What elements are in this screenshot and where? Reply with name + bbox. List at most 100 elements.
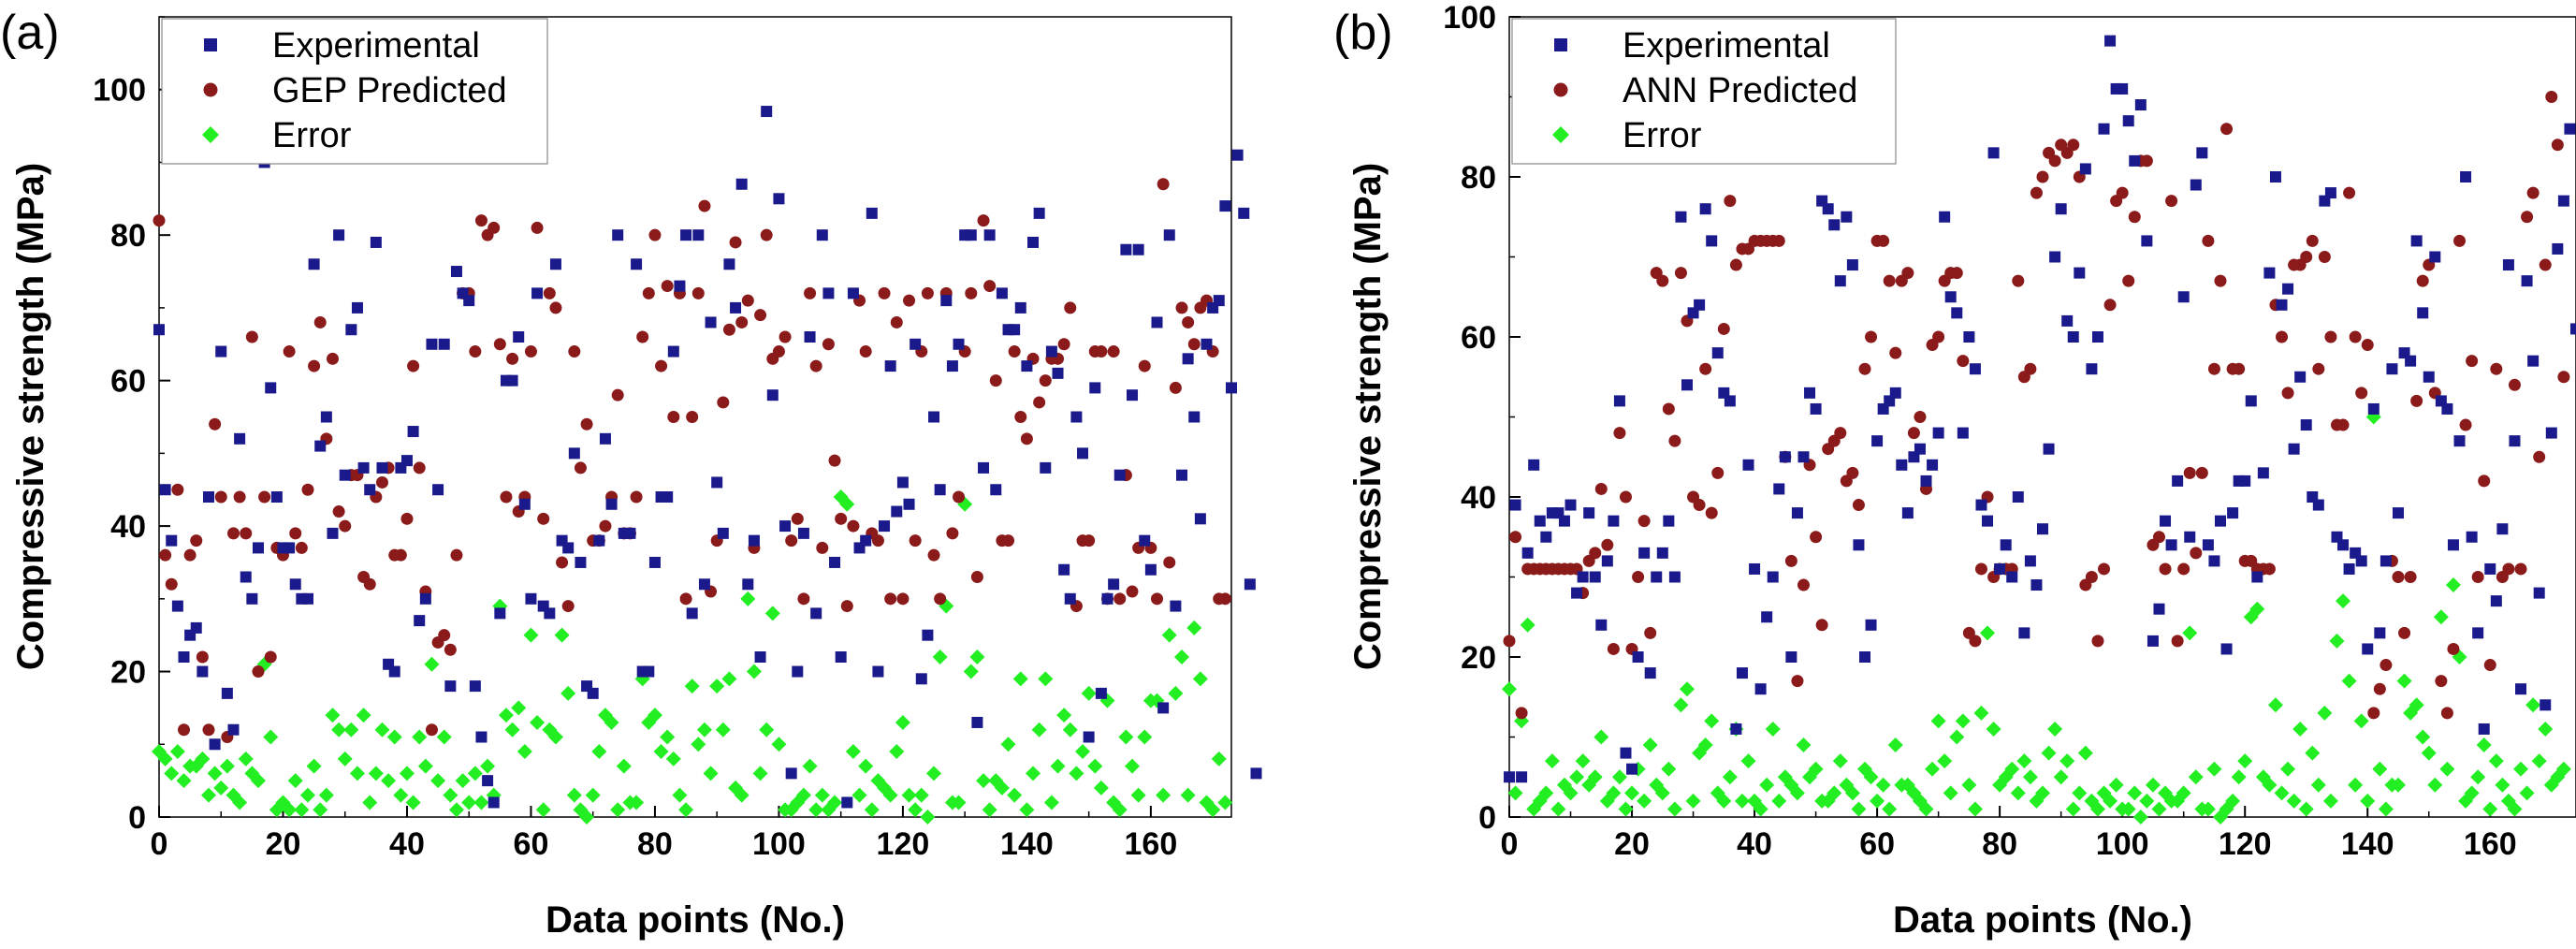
experimental-point — [2079, 163, 2091, 175]
predicted-point — [1784, 554, 1797, 567]
error-point — [2280, 761, 2296, 777]
predicted-point — [1002, 534, 1015, 548]
error-point — [1680, 681, 1695, 697]
panel-a-legend-box — [161, 18, 548, 165]
predicted-point — [884, 592, 897, 606]
error-point — [2317, 705, 2333, 721]
experimental-point — [1620, 747, 1632, 759]
predicted-point — [1772, 234, 1785, 247]
error-point — [591, 744, 607, 760]
predicted-point — [556, 556, 569, 569]
error-point — [1611, 769, 1627, 785]
experimental-point — [2393, 507, 2404, 519]
x-tick-label: 160 — [1125, 826, 1178, 862]
experimental-point — [364, 484, 376, 496]
experimental-point — [234, 432, 246, 445]
error-point — [672, 787, 688, 803]
experimental-point — [978, 461, 990, 474]
error-point — [982, 802, 997, 818]
experimental-point — [884, 360, 896, 372]
error-point — [1637, 793, 1652, 809]
predicted-point — [2459, 418, 2472, 431]
experimental-point — [314, 440, 327, 452]
predicted-point — [779, 330, 792, 343]
experimental-point — [766, 389, 779, 402]
predicted-point — [599, 519, 612, 533]
error-point — [951, 795, 967, 810]
experimental-point — [1681, 379, 1693, 391]
predicted-point — [500, 490, 513, 504]
predicted-point — [2048, 154, 2061, 168]
predicted-point — [202, 723, 215, 737]
predicted-point — [1889, 346, 1902, 359]
error-point — [1753, 801, 1768, 817]
experimental-point — [1871, 435, 1884, 447]
predicted-point — [2281, 387, 2294, 400]
predicted-point — [488, 221, 501, 234]
predicted-point — [977, 214, 990, 227]
error-point — [2555, 761, 2571, 777]
predicted-point — [2557, 371, 2570, 384]
x-tick-label: 120 — [2219, 826, 2272, 862]
predicted-point — [840, 600, 853, 613]
experimental-point — [754, 651, 766, 663]
panel-b-legend-entries: Experimental ANN Predicted Error — [1552, 26, 1857, 155]
error-point — [882, 787, 898, 803]
predicted-point — [1693, 499, 1706, 512]
predicted-point — [580, 417, 593, 431]
error-point — [200, 787, 216, 803]
experimental-point — [940, 295, 953, 307]
predicted-point — [1969, 635, 1982, 648]
error-point — [759, 722, 775, 737]
predicted-point — [1601, 538, 1614, 551]
predicted-point — [2036, 170, 2049, 183]
error-point — [2519, 785, 2535, 801]
experimental-point — [1540, 531, 1552, 543]
error-point — [1538, 785, 1554, 801]
legend-label: Error — [1623, 116, 1702, 155]
experimental-point — [2160, 515, 2172, 527]
predicted-point — [339, 519, 352, 533]
experimental-point — [1052, 367, 1064, 379]
experimental-point — [742, 578, 754, 591]
predicted-point — [735, 315, 749, 328]
error-point — [1937, 753, 1953, 769]
legend-label: Experimental — [272, 26, 480, 66]
error-point — [1654, 785, 1670, 801]
error-point — [2421, 745, 2437, 761]
error-point — [560, 685, 576, 701]
error-point — [2035, 785, 2050, 801]
predicted-point — [2207, 362, 2220, 375]
experimental-point — [196, 665, 209, 678]
error-point — [2372, 761, 2388, 777]
error-point — [1205, 802, 1221, 818]
experimental-point — [643, 665, 655, 678]
experimental-point — [1077, 447, 1089, 460]
experimental-point — [475, 731, 488, 743]
error-point — [1930, 713, 1946, 729]
experimental-point — [2043, 443, 2055, 455]
error-point — [2341, 673, 2357, 689]
experimental-point — [357, 461, 370, 474]
error-point — [1851, 801, 1867, 817]
error-point — [740, 591, 756, 606]
error-point — [1925, 761, 1941, 777]
experimental-point — [2177, 291, 2190, 303]
error-point — [1112, 802, 1128, 818]
x-tick-label: 60 — [1859, 826, 1895, 862]
experimental-point — [2367, 402, 2380, 415]
error-point — [232, 795, 248, 810]
experimental-point — [2509, 435, 2521, 447]
panel-b-legend-box — [1511, 18, 1897, 165]
predicted-point — [1163, 556, 1176, 569]
experimental-point — [1901, 507, 1914, 519]
experimental-point — [2172, 474, 2184, 487]
predicted-point — [2533, 450, 2546, 463]
error-point — [306, 758, 322, 774]
error-point — [1949, 729, 1965, 745]
experimental-point — [1711, 347, 1724, 359]
experimental-point — [879, 520, 891, 533]
error-point — [1575, 753, 1591, 769]
predicted-point — [407, 359, 420, 372]
y-tick-label: 100 — [93, 73, 146, 109]
